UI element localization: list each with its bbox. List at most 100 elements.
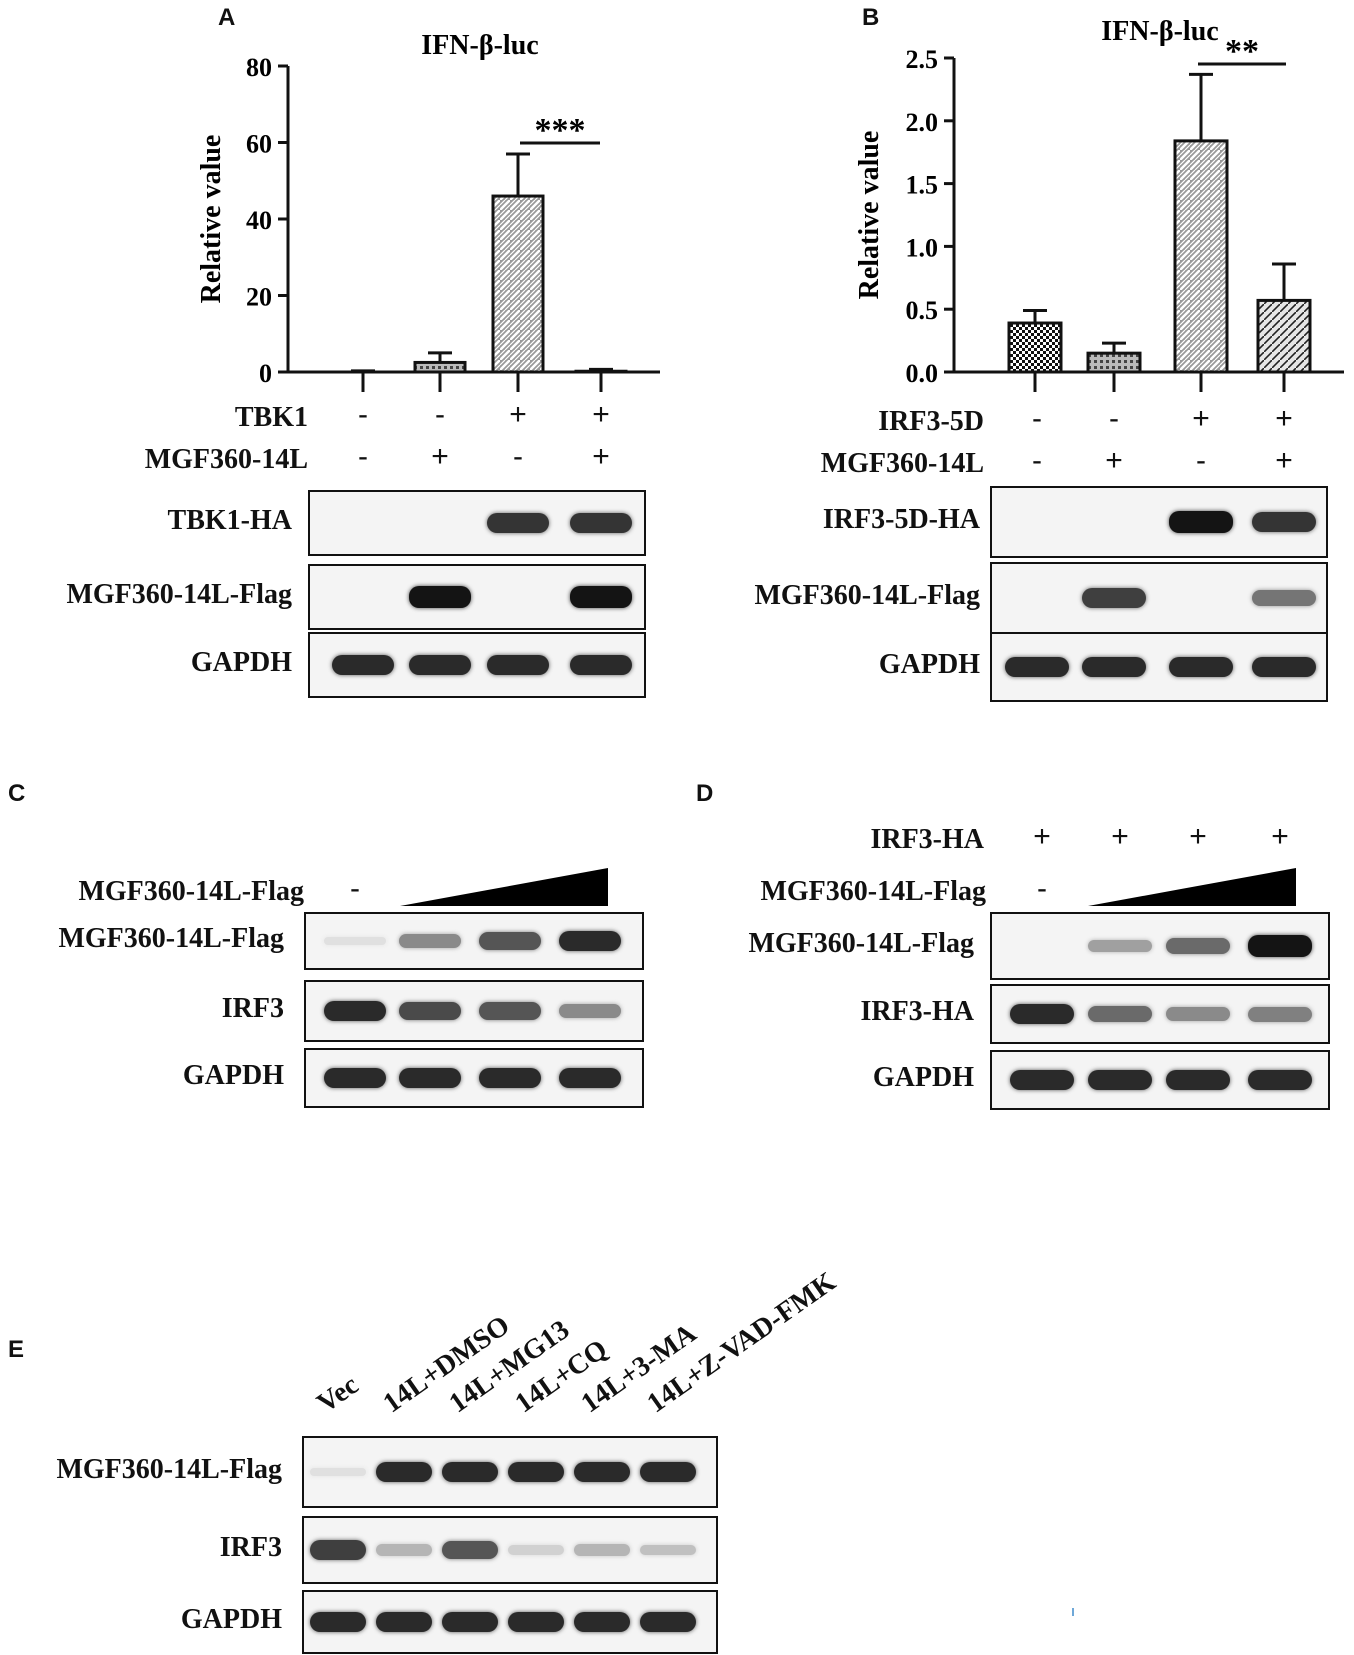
- condition-sign: +: [592, 440, 610, 473]
- blot-label: TBK1-HA: [167, 505, 292, 536]
- y-tick-label: 0.5: [906, 296, 939, 325]
- bar: [574, 369, 628, 374]
- dose-wedge-c: [400, 868, 608, 906]
- blot-band: [508, 1611, 564, 1633]
- blot-band: [1166, 1006, 1230, 1022]
- blot-band: [559, 930, 621, 952]
- blot-band: [1010, 1069, 1074, 1091]
- bar-chart-a: IFN-β-luc Relative value 0 20 40 60 80 ***: [196, 30, 660, 392]
- condition-label: IRF3-HA: [870, 824, 984, 855]
- y-tick-label: 80: [246, 53, 272, 82]
- blot-band: [1252, 512, 1316, 532]
- blot-band: [1166, 937, 1230, 955]
- blot-band: [332, 654, 394, 676]
- blot-label: MGF360-14L-Flag: [748, 928, 974, 959]
- blot-band: [640, 1611, 696, 1633]
- significance-marker: **: [1225, 33, 1259, 70]
- blot-band: [1088, 939, 1152, 953]
- blot-label: GAPDH: [180, 1604, 282, 1635]
- blot-band: [442, 1541, 498, 1559]
- blot-band: [376, 1611, 432, 1633]
- condition-sign: -: [435, 398, 445, 431]
- condition-label: MGF360-14L: [144, 444, 308, 475]
- blot-band: [310, 1611, 366, 1633]
- stray-mark: [1072, 1608, 1074, 1616]
- blot-label: IRF3: [221, 993, 284, 1024]
- blot-band: [1252, 590, 1316, 606]
- blot-band: [570, 513, 632, 533]
- blot-band: [409, 654, 471, 676]
- blot-band: [1088, 1069, 1152, 1091]
- condition-sign: -: [1196, 444, 1206, 477]
- condition-sign: +: [1105, 444, 1123, 477]
- blot-band: [1248, 1006, 1312, 1022]
- condition-label: MGF360-14L-Flag: [760, 876, 986, 907]
- panel-label-c: C: [8, 780, 26, 807]
- blot-band: [1166, 1069, 1230, 1091]
- blot-band: [570, 654, 632, 676]
- y-tick-label: 0: [259, 359, 272, 388]
- bar: [1007, 321, 1063, 374]
- condition-sign: -: [513, 440, 523, 473]
- blot-band: [409, 586, 471, 608]
- y-tick-label: 1.0: [906, 233, 939, 262]
- blot-band: [1010, 1003, 1074, 1025]
- condition-label: MGF360-14L: [820, 448, 984, 479]
- blot-band: [1082, 588, 1146, 608]
- significance-marker: ***: [535, 112, 586, 149]
- blot-band: [310, 1540, 366, 1560]
- blot-band: [1169, 656, 1233, 678]
- blot-band: [1248, 935, 1312, 957]
- blot-band: [487, 513, 549, 533]
- panel-label-b: B: [862, 4, 880, 31]
- blot-band: [574, 1611, 630, 1633]
- bar: [491, 194, 545, 374]
- bar: [1086, 351, 1142, 374]
- blot-label: MGF360-14L-Flag: [754, 580, 980, 611]
- y-axis-label: Relative value: [854, 131, 885, 300]
- blot-band: [324, 936, 386, 946]
- condition-sign: -: [1109, 402, 1119, 435]
- chart-title: IFN-β-luc: [1101, 16, 1218, 47]
- blot-label: GAPDH: [878, 649, 980, 680]
- blot-band: [508, 1545, 564, 1555]
- blot-band: [559, 1003, 621, 1019]
- condition-label: IRF3-5D: [878, 406, 984, 437]
- blot-band: [574, 1544, 630, 1556]
- condition-sign: +: [1192, 402, 1210, 435]
- y-tick-label: 20: [246, 283, 272, 312]
- y-tick-label: 0.0: [906, 359, 939, 388]
- blot-label: MGF360-14L-Flag: [58, 923, 284, 954]
- condition-sign: -: [358, 398, 368, 431]
- y-tick-label: 2.5: [906, 45, 939, 74]
- panel-label-d: D: [696, 780, 714, 807]
- lane-label: Vec: [311, 1369, 365, 1420]
- blot-band: [1005, 656, 1069, 678]
- blot-band: [570, 586, 632, 608]
- blot-band: [559, 1067, 621, 1089]
- blot-band: [1082, 656, 1146, 678]
- blot-band: [479, 932, 541, 950]
- condition-sign: +: [509, 398, 527, 431]
- blot-label: IRF3-5D-HA: [822, 504, 980, 535]
- condition-sign: +: [431, 440, 449, 473]
- dose-wedge-d: [1088, 868, 1296, 906]
- y-tick-label: 40: [246, 206, 272, 235]
- condition-sign: +: [1033, 820, 1051, 853]
- blot-band: [508, 1461, 564, 1483]
- blot-band: [1252, 656, 1316, 678]
- blot-band: [487, 654, 549, 676]
- condition-sign: -: [1032, 402, 1042, 435]
- blot-band: [442, 1611, 498, 1633]
- condition-sign: -: [350, 872, 360, 905]
- y-tick-label: 60: [246, 130, 272, 159]
- blot-label: GAPDH: [872, 1062, 974, 1093]
- blot-band: [399, 933, 461, 949]
- condition-sign: +: [592, 398, 610, 431]
- bar-chart-b: IFN-β-luc Relative value 0.0 0.5 1.0 1.5 2.0 2.…: [854, 16, 1344, 392]
- blot-band: [1088, 1005, 1152, 1023]
- blot-band: [640, 1544, 696, 1556]
- blot-band: [399, 1067, 461, 1089]
- y-tick-label: 1.5: [906, 171, 939, 200]
- blot-band: [376, 1461, 432, 1483]
